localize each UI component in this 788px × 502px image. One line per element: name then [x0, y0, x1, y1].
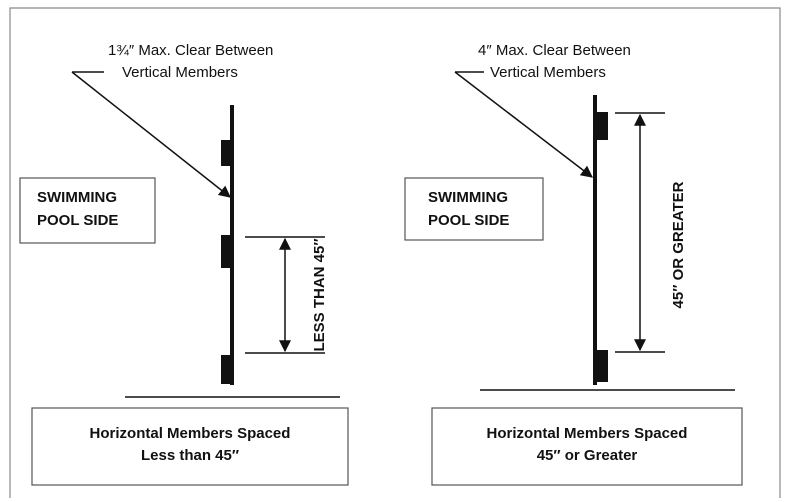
caption: Horizontal Members Spaced	[90, 425, 291, 442]
horizontal-member	[221, 355, 231, 384]
side-box	[19, 177, 156, 244]
side-box	[404, 177, 544, 241]
horizontal-member	[221, 140, 231, 166]
dimension-label: 45″ OR GREATER	[670, 181, 687, 308]
side-label: SWIMMING	[428, 189, 508, 206]
annotation: 4″ Max. Clear Between	[478, 42, 631, 59]
post	[593, 95, 597, 385]
caption: Horizontal Members Spaced	[487, 425, 688, 442]
caption-box	[431, 407, 743, 486]
caption-box	[31, 407, 349, 486]
post	[230, 105, 234, 385]
panel-left: 1¾″ Max. Clear Between Vertical Members …	[19, 42, 349, 486]
leader-arrow	[454, 71, 593, 178]
annotation: 1¾″ Max. Clear Between	[108, 42, 273, 59]
side-label: SWIMMING	[37, 189, 117, 206]
caption: Less than 45″	[141, 447, 239, 464]
caption: 45″ or Greater	[537, 447, 638, 464]
annotation: Vertical Members	[122, 64, 238, 81]
panel-right: 4″ Max. Clear Between Vertical Members 4…	[404, 42, 743, 486]
horizontal-member	[596, 350, 608, 382]
dimension-label: LESS THAN 45″	[311, 238, 328, 351]
side-label: POOL SIDE	[428, 212, 509, 229]
horizontal-member	[221, 235, 231, 268]
leader-arrow	[71, 71, 231, 198]
horizontal-member	[596, 112, 608, 140]
annotation: Vertical Members	[490, 64, 606, 81]
side-label: POOL SIDE	[37, 212, 118, 229]
frame	[9, 7, 781, 498]
